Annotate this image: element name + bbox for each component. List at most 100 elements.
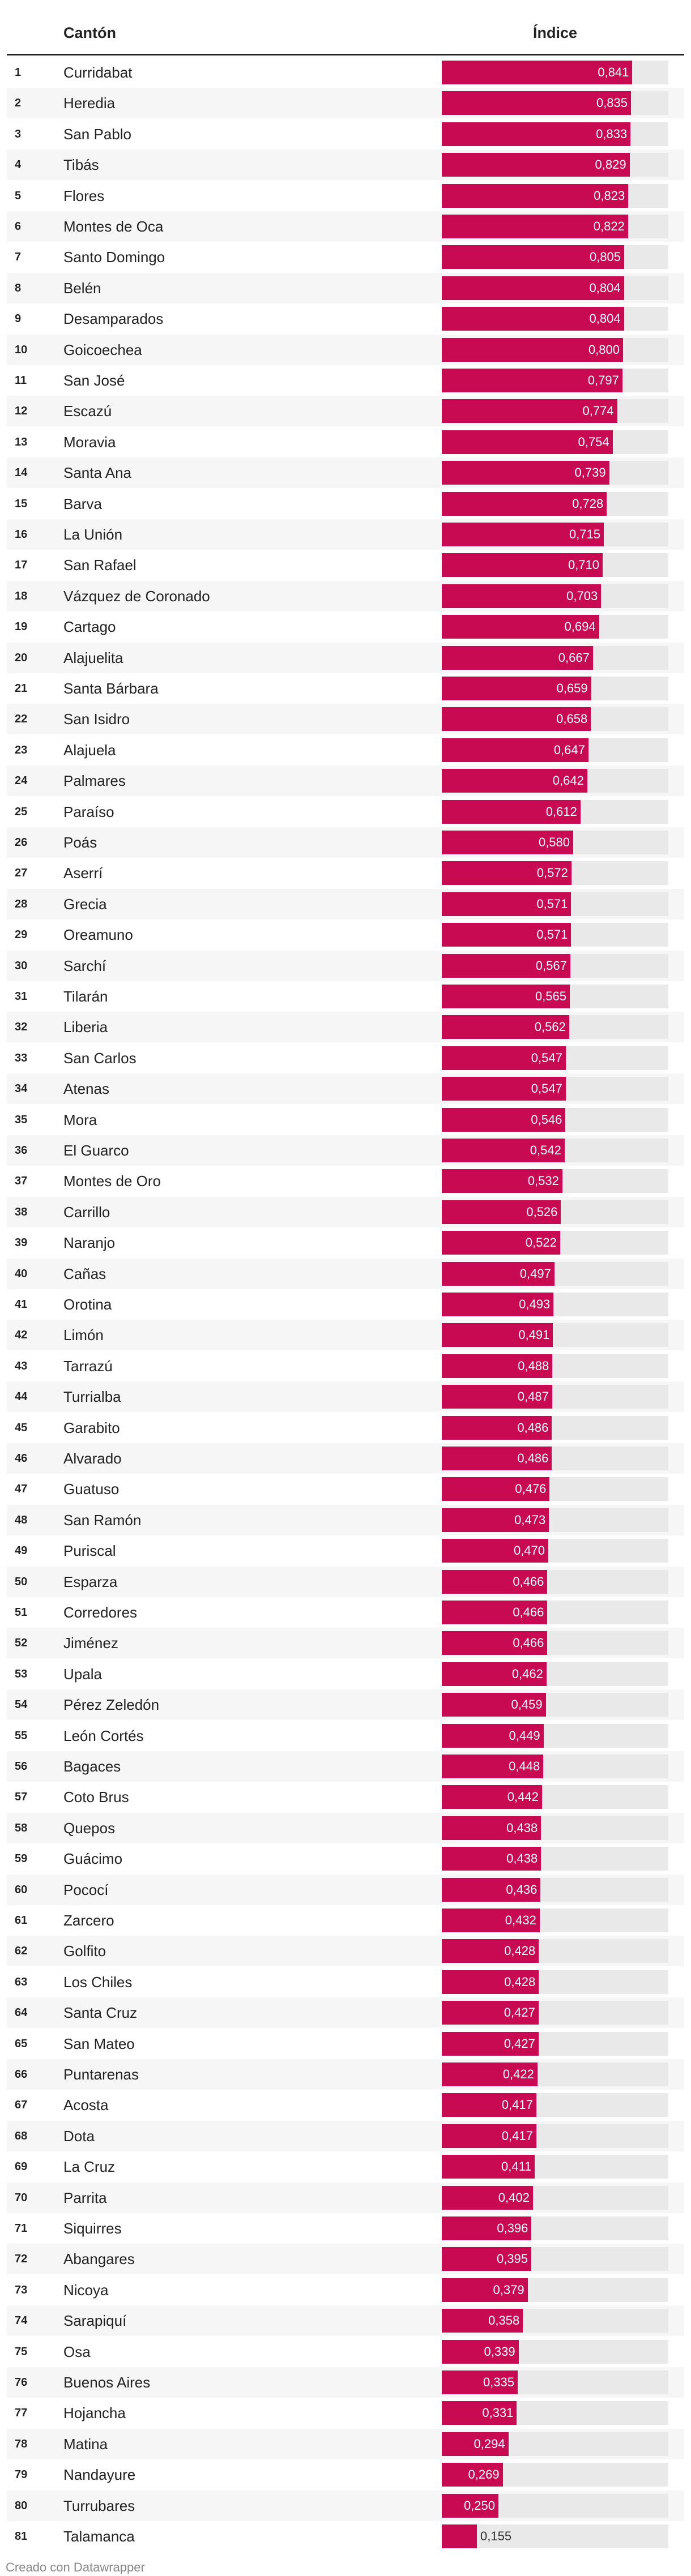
table-row: 41 Orotina 0,493 (7, 1289, 684, 1320)
table-row: 30 Sarchí 0,567 (7, 950, 684, 981)
bar (442, 707, 591, 731)
rank-label: 71 (15, 2222, 28, 2235)
bar (442, 245, 624, 269)
value-label: 0,565 (535, 989, 566, 1003)
value-label: 0,438 (506, 1820, 538, 1835)
rank-label: 69 (15, 2160, 28, 2173)
bar (442, 1107, 566, 1132)
rank-label: 22 (15, 713, 28, 726)
rank-label: 45 (15, 1421, 28, 1434)
bar (442, 523, 604, 546)
table-row: 74 Sarapiquí 0,358 (7, 2305, 684, 2337)
canton-name: Aserrí (63, 865, 103, 882)
canton-name: San Carlos (63, 1049, 137, 1067)
value-label: 0,728 (572, 496, 604, 511)
rank-label: 36 (15, 1144, 28, 1157)
value-label: 0,294 (474, 2436, 505, 2451)
bar (442, 2524, 477, 2548)
canton-name: Cañas (63, 1265, 106, 1282)
rank-label: 42 (15, 1329, 28, 1342)
bar-track: 0,562 (442, 1015, 668, 1039)
table-row: 39 Naranjo 0,522 (7, 1227, 684, 1258)
canton-name: Hojancha (63, 2404, 126, 2422)
bar-track: 0,462 (442, 1662, 668, 1686)
table-row: 37 Montes de Oro 0,532 (7, 1166, 684, 1196)
value-label: 0,436 (506, 1882, 538, 1897)
bar (442, 2062, 538, 2086)
rank-label: 19 (15, 621, 28, 634)
table-row: 22 San Isidro 0,658 (7, 704, 684, 735)
bar-track: 0,427 (442, 2001, 668, 2025)
bar-track: 0,417 (442, 2093, 668, 2117)
rank-label: 64 (15, 2006, 28, 2019)
bar-track: 0,331 (442, 2401, 668, 2425)
rank-label: 50 (15, 1575, 28, 1588)
table-row: 25 Paraíso 0,612 (7, 797, 684, 827)
rank-label: 65 (15, 2037, 28, 2050)
table-row: 58 Quepos 0,438 (7, 1812, 684, 1843)
bar (442, 2001, 539, 2025)
table-row: 64 Santa Cruz 0,427 (7, 1997, 684, 2029)
rank-label: 63 (15, 1975, 28, 1988)
rank-label: 38 (15, 1205, 28, 1218)
value-label: 0,432 (505, 1913, 536, 1927)
rank-label: 41 (15, 1298, 28, 1311)
value-label: 0,466 (513, 1574, 544, 1589)
footer-credit: Creado con Datawrapper (6, 2560, 145, 2574)
table-header: Cantón Índice (0, 0, 691, 55)
value-label: 0,428 (504, 1974, 536, 1989)
table-row: 79 Nandayure 0,269 (7, 2459, 684, 2490)
rank-label: 23 (15, 743, 28, 756)
value-label: 0,427 (504, 2036, 535, 2051)
value-label: 0,710 (568, 558, 599, 572)
canton-name: Coto Brus (63, 1788, 129, 1806)
rank-label: 25 (15, 805, 28, 818)
rank-label: 31 (15, 990, 28, 1003)
bar (442, 1015, 569, 1039)
table-row: 19 Cartago 0,694 (7, 611, 684, 642)
canton-name: Guácimo (63, 1850, 123, 1868)
bar-track: 0,728 (442, 491, 668, 516)
canton-name: Cartago (63, 618, 116, 636)
bar (442, 307, 624, 331)
table-row: 8 Belén 0,804 (7, 272, 684, 303)
bar-track: 0,396 (442, 2216, 668, 2240)
bar (442, 1816, 541, 1840)
bar (442, 2339, 519, 2364)
rank-label: 20 (15, 651, 28, 664)
bar-track: 0,546 (442, 1107, 668, 1132)
value-label: 0,493 (519, 1297, 551, 1311)
bar (442, 1508, 549, 1532)
value-label: 0,470 (513, 1543, 545, 1558)
canton-name: Tibás (63, 156, 99, 174)
canton-name: Mora (63, 1111, 97, 1128)
bar-track: 0,565 (442, 985, 668, 1008)
table-row: 73 Nicoya 0,379 (7, 2275, 684, 2305)
bar-track: 0,294 (442, 2432, 668, 2456)
value-label: 0,428 (504, 1944, 536, 1958)
bar-track: 0,459 (442, 1693, 668, 1717)
rank-label: 55 (15, 1729, 28, 1742)
value-label: 0,659 (556, 681, 588, 695)
value-label: 0,658 (556, 712, 588, 726)
canton-name: Alajuelita (63, 649, 123, 666)
value-label: 0,395 (496, 2252, 528, 2266)
value-label: 0,250 (463, 2498, 495, 2513)
table-row: 26 Poás 0,580 (7, 827, 684, 858)
bar-track: 0,493 (442, 1293, 668, 1316)
bar-track: 0,402 (442, 2185, 668, 2210)
table-row: 40 Cañas 0,497 (7, 1258, 684, 1289)
bar (442, 183, 629, 208)
rank-label: 12 (15, 405, 28, 418)
table-row: 80 Turrubares 0,250 (7, 2490, 684, 2521)
bar-track: 0,358 (442, 2309, 668, 2333)
rank-label: 28 (15, 897, 28, 910)
column-header-indice: Índice (532, 24, 578, 41)
bar (442, 1200, 561, 1224)
value-label: 0,835 (596, 96, 628, 110)
bar-track: 0,833 (442, 122, 668, 146)
bar (442, 1785, 542, 1809)
table-row: 20 Alajuelita 0,667 (7, 642, 684, 673)
canton-name: Grecia (63, 895, 107, 913)
rank-label: 52 (15, 1637, 28, 1650)
